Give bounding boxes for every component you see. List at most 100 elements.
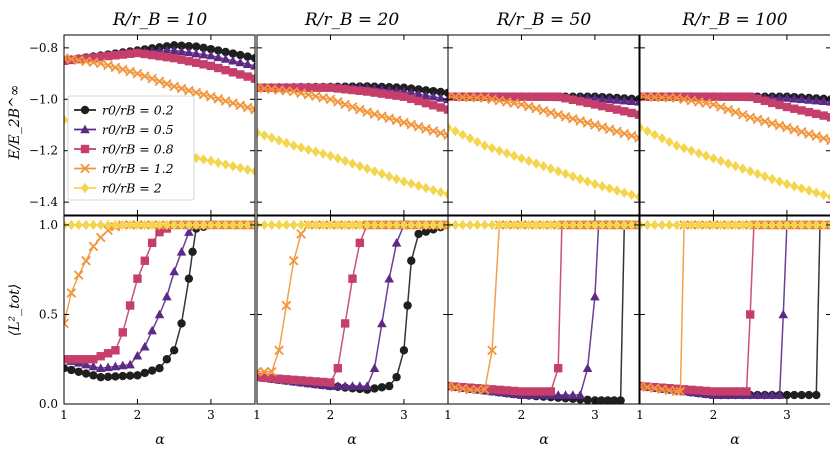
data-point-s5 — [429, 184, 438, 196]
data-point-s3 — [296, 376, 306, 385]
data-point-s1 — [64, 363, 69, 373]
data-point-s3 — [282, 375, 291, 384]
data-point-s5 — [89, 219, 98, 231]
data-point-s3 — [429, 101, 438, 110]
data-point-s2 — [384, 273, 395, 283]
data-point-s3 — [326, 378, 335, 387]
data-point-s4 — [531, 103, 541, 114]
data-point-s5 — [517, 153, 526, 164]
data-point-s4 — [657, 92, 667, 103]
legend-marker — [80, 124, 90, 134]
data-point-s3 — [443, 105, 448, 114]
data-point-s4 — [597, 122, 608, 132]
data-point-s4 — [642, 382, 653, 393]
data-point-s5 — [576, 173, 585, 185]
data-point-s5 — [289, 219, 298, 231]
data-point-s5 — [348, 158, 357, 169]
data-point-s5 — [723, 219, 733, 231]
data-point-s5 — [620, 219, 629, 231]
data-point-s4 — [501, 97, 512, 107]
data-point-s4 — [487, 94, 497, 105]
data-point-s5 — [421, 182, 431, 194]
data-point-s3 — [561, 94, 570, 103]
data-point-s4 — [789, 124, 800, 135]
data-point-s4 — [81, 255, 91, 266]
data-point-s3 — [184, 57, 194, 66]
data-point-s1 — [616, 396, 625, 404]
data-point-s2 — [147, 325, 157, 335]
data-point-s5 — [502, 219, 511, 231]
data-point-s5 — [192, 219, 201, 231]
series-line-4 — [64, 224, 255, 324]
data-point-s5 — [590, 219, 600, 231]
data-point-s3 — [679, 385, 689, 394]
data-point-s5 — [480, 140, 489, 151]
data-point-s4 — [435, 128, 446, 138]
data-point-s4 — [708, 99, 719, 110]
data-point-s3 — [348, 85, 357, 95]
data-point-s3 — [133, 274, 142, 283]
data-point-s1 — [89, 371, 98, 380]
data-point-s5 — [665, 136, 674, 148]
data-point-s3 — [355, 86, 365, 95]
data-point-s4 — [767, 118, 778, 129]
plot-area-top-4 — [640, 91, 830, 201]
data-point-s3 — [539, 387, 548, 396]
data-point-s3 — [282, 83, 291, 92]
data-point-s3 — [377, 89, 387, 98]
data-point-s5 — [790, 181, 799, 192]
data-point-s3 — [370, 88, 379, 97]
data-point-s1 — [133, 371, 142, 380]
data-point-s4 — [303, 89, 314, 100]
data-point-s5 — [125, 219, 135, 231]
data-point-s4 — [362, 107, 373, 117]
data-point-s5 — [267, 132, 276, 144]
data-point-s4 — [546, 107, 556, 118]
data-point-s4 — [604, 124, 615, 135]
series-line-4 — [640, 95, 830, 141]
data-point-s3 — [760, 96, 770, 106]
data-point-s4 — [782, 122, 792, 133]
data-point-s2 — [235, 57, 246, 67]
data-point-s3 — [243, 72, 252, 81]
data-point-s5 — [782, 178, 792, 190]
data-point-s3 — [96, 52, 105, 62]
data-point-s4 — [675, 386, 686, 397]
plot-area-bottom-2 — [257, 219, 448, 394]
data-point-s5 — [605, 183, 614, 194]
data-point-s4 — [671, 93, 682, 103]
legend-marker — [80, 163, 90, 174]
data-point-s5 — [429, 219, 438, 231]
data-point-s3 — [421, 98, 431, 108]
data-point-s3 — [326, 83, 335, 92]
data-point-s1 — [443, 88, 448, 98]
data-point-s3 — [546, 387, 556, 396]
plot-area-top-2 — [257, 82, 448, 200]
data-point-s4 — [443, 220, 448, 230]
series-line-4 — [448, 224, 639, 391]
data-point-s5 — [687, 145, 696, 156]
plot-area-top-3 — [448, 91, 639, 203]
data-point-s4 — [88, 241, 99, 252]
data-point-s4 — [110, 62, 121, 73]
data-point-s5 — [539, 160, 548, 172]
data-point-s3 — [620, 107, 629, 116]
data-point-s5 — [509, 219, 519, 231]
data-point-s5 — [221, 159, 230, 170]
data-point-s3 — [687, 92, 696, 101]
bottom-ylabel: ⟨L²_tot⟩ — [7, 284, 23, 337]
data-point-s3 — [634, 110, 639, 119]
data-point-s4 — [421, 124, 431, 134]
data-point-s2 — [826, 98, 830, 106]
data-point-s5 — [74, 219, 83, 231]
data-point-s5 — [687, 219, 696, 231]
data-point-s3 — [612, 105, 622, 114]
data-point-s3 — [716, 92, 726, 101]
data-point-s1 — [407, 256, 416, 265]
data-point-s3 — [539, 92, 548, 101]
data-point-s1 — [421, 86, 431, 95]
data-point-s5 — [701, 150, 711, 162]
data-point-s5 — [561, 168, 570, 180]
data-point-s4 — [369, 109, 380, 120]
data-point-s4 — [198, 89, 209, 100]
